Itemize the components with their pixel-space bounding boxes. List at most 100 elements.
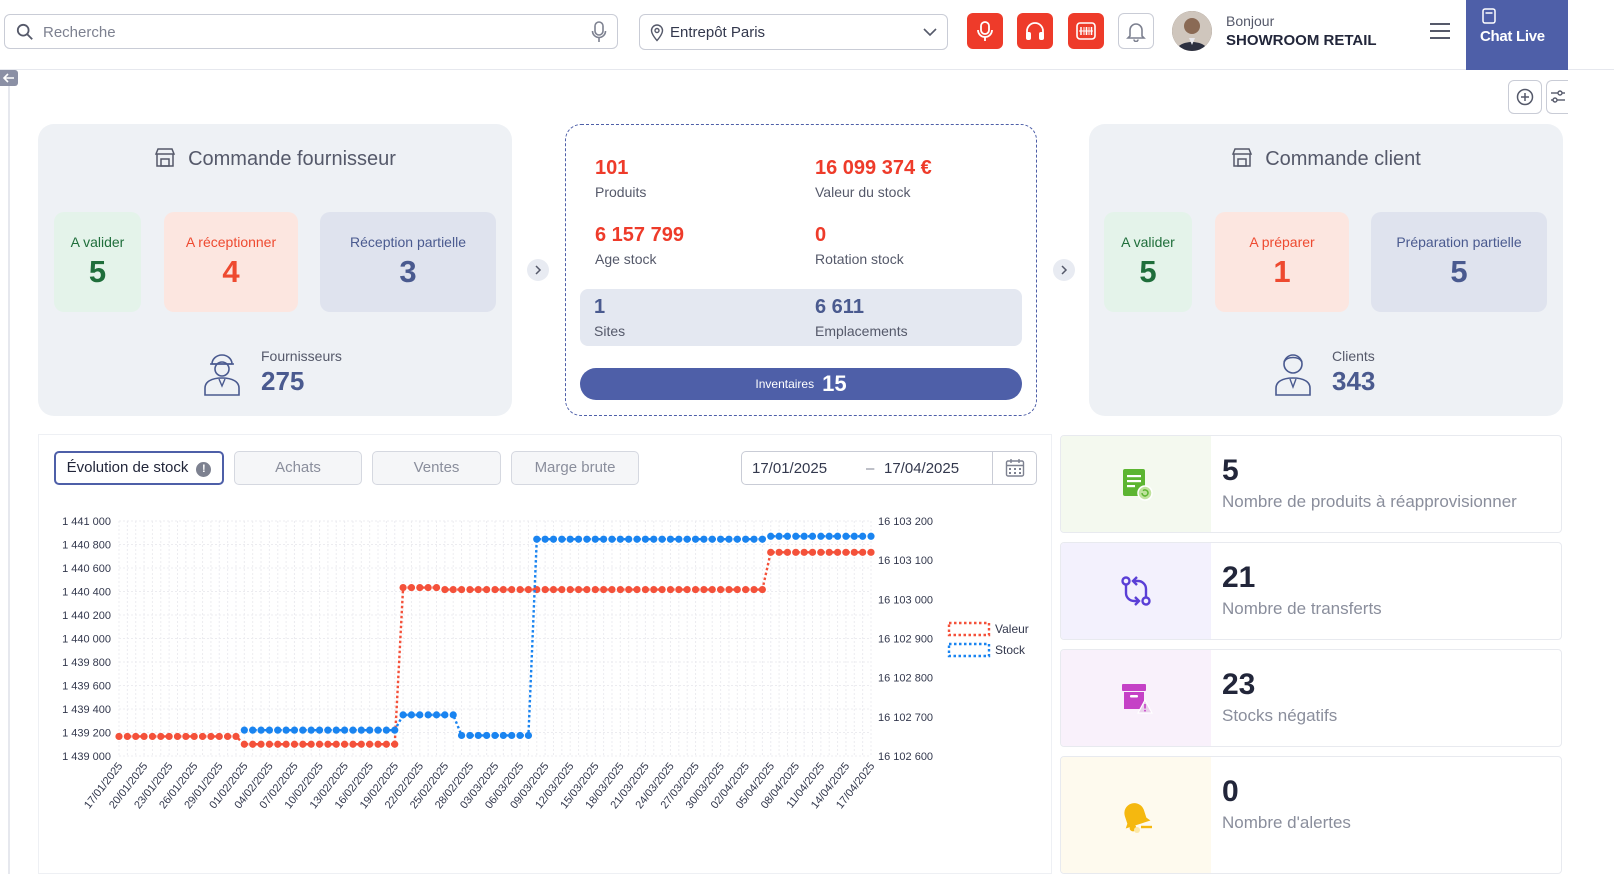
data-point-valeur	[315, 740, 324, 748]
chevron-down-icon	[923, 28, 937, 37]
data-point-stock	[633, 535, 641, 543]
data-point-stock	[675, 535, 683, 543]
data-point-valeur	[833, 548, 842, 556]
dashboard-settings-button[interactable]	[1546, 80, 1568, 114]
kpi-value: 23	[1222, 668, 1256, 701]
supplier-to-receive-stat[interactable]: A réceptionner 4	[164, 212, 298, 312]
kpi-transfers[interactable]: 21 Nombre de transferts	[1060, 542, 1562, 640]
hamburger-menu-icon[interactable]	[1429, 22, 1451, 40]
kpi-restock[interactable]: 5 Nombre de produits à réapprovisionner	[1060, 435, 1562, 533]
data-point-valeur	[157, 732, 165, 741]
tab-sales[interactable]: Ventes	[372, 451, 501, 485]
locations-stat[interactable]: 6 611 Emplacements	[815, 296, 908, 339]
stock-age-stat[interactable]: 6 157 799 Age stock	[595, 224, 684, 267]
y-right-tick-label: 16 102 800	[878, 673, 933, 685]
stock-rotation-value: 0	[815, 224, 827, 246]
store-icon	[1232, 148, 1253, 167]
data-point-valeur	[541, 585, 549, 594]
search-bar[interactable]	[4, 14, 618, 49]
data-point-stock	[299, 726, 307, 734]
stat-value: 5	[1450, 254, 1468, 289]
supplier-partial-stat[interactable]: Réception partielle 3	[320, 212, 496, 312]
warehouse-value: Entrepôt Paris	[670, 24, 766, 41]
info-icon[interactable]: !	[196, 462, 212, 477]
customer-to-prepare-stat[interactable]: A préparer 1	[1215, 212, 1349, 312]
avatar[interactable]	[1172, 11, 1212, 51]
greeting-text: Bonjour	[1226, 13, 1275, 29]
tab-stock-evolution[interactable]: Évolution de stock!	[54, 451, 224, 485]
date-from[interactable]: 17/01/2025	[752, 460, 828, 477]
kpi-label: Stocks négatifs	[1222, 706, 1338, 725]
data-point-valeur	[683, 585, 691, 594]
data-point-stock	[583, 535, 591, 543]
data-point-valeur	[775, 548, 783, 556]
microphone-icon[interactable]	[591, 21, 607, 43]
sites-stat[interactable]: 1 Sites	[594, 296, 625, 339]
chat-live-button[interactable]: Chat Live	[1466, 0, 1568, 70]
customer-partial-stat[interactable]: Préparation partielle 5	[1371, 212, 1547, 312]
y-left-tick-label: 1 439 800	[62, 657, 111, 669]
data-point-stock	[742, 535, 750, 543]
data-point-valeur	[165, 732, 173, 741]
transfer-arrows-icon	[1121, 576, 1151, 606]
data-point-valeur	[341, 740, 349, 748]
voice-command-button[interactable]	[967, 13, 1003, 49]
supplier-orders-title: Commande fournisseur	[38, 148, 512, 171]
data-point-valeur	[817, 548, 825, 556]
legend-swatch-stock	[947, 642, 991, 658]
clients-count[interactable]: Clients 343	[1332, 348, 1375, 397]
data-point-valeur	[374, 740, 382, 748]
stock-value-value: 16 099 374 €	[815, 157, 932, 179]
tab-gross-margin[interactable]: Marge brute	[511, 451, 639, 485]
data-point-valeur	[349, 740, 357, 748]
stock-rotation-stat[interactable]: 0 Rotation stock	[815, 224, 904, 267]
data-point-stock	[432, 711, 441, 719]
barcode-scan-button[interactable]	[1068, 13, 1104, 49]
date-range-picker[interactable]: 17/01/2025 – 17/04/2025	[741, 451, 1037, 485]
kpi-negative-stock[interactable]: 23 Stocks négatifs	[1060, 649, 1562, 747]
data-point-stock	[608, 535, 616, 543]
calendar-button[interactable]	[992, 452, 1036, 484]
date-to[interactable]: 17/04/2025	[884, 460, 960, 477]
warehouse-select[interactable]: Entrepôt Paris	[639, 14, 948, 50]
products-stat[interactable]: 101 Produits	[595, 157, 646, 200]
data-point-valeur	[173, 732, 182, 741]
data-point-stock	[307, 726, 315, 734]
stat-label: A préparer	[1249, 234, 1315, 250]
stock-age-value: 6 157 799	[595, 224, 684, 246]
data-point-stock	[265, 726, 273, 734]
support-button[interactable]	[1017, 13, 1053, 49]
search-input[interactable]	[43, 21, 583, 43]
y-right-tick-label: 16 103 200	[878, 516, 933, 528]
kpi-value: 0	[1222, 775, 1239, 808]
tab-purchases[interactable]: Achats	[234, 451, 362, 485]
suppliers-count[interactable]: Fournisseurs 275	[261, 348, 342, 397]
data-point-stock	[733, 535, 741, 543]
data-point-stock	[274, 726, 282, 734]
y-left-tick-label: 1 439 000	[62, 751, 111, 763]
notifications-button[interactable]	[1118, 13, 1154, 49]
add-widget-button[interactable]	[1508, 80, 1542, 114]
stock-value-stat[interactable]: 16 099 374 € Valeur du stock	[815, 157, 932, 200]
sidebar-divider	[8, 86, 10, 874]
inventories-button[interactable]: Inventaires 15	[580, 368, 1022, 400]
legend-label-stock: Stock	[995, 643, 1026, 657]
data-point-valeur	[466, 585, 474, 594]
data-point-valeur	[190, 732, 198, 741]
data-point-stock	[817, 532, 825, 540]
kpi-label: Nombre d'alertes	[1222, 813, 1351, 832]
sidebar-toggle[interactable]	[0, 70, 18, 86]
data-point-stock	[691, 535, 700, 543]
supplier-to-validate-stat[interactable]: A valider 5	[54, 212, 141, 312]
y-left-tick-label: 1 441 000	[62, 516, 111, 528]
inventories-label: Inventaires	[755, 377, 815, 391]
barcode-scanner-icon	[1076, 22, 1096, 40]
kpi-alerts[interactable]: 0 Nombre d'alertes	[1060, 756, 1562, 874]
customer-to-validate-stat[interactable]: A valider 5	[1104, 212, 1192, 312]
data-point-stock	[833, 532, 842, 540]
suppliers-label: Fournisseurs	[261, 348, 342, 364]
customer-arrow-button[interactable]	[1053, 259, 1075, 281]
supplier-arrow-button[interactable]	[527, 259, 549, 281]
data-point-valeur	[215, 732, 223, 741]
kpi-label: Nombre de transferts	[1222, 599, 1382, 618]
